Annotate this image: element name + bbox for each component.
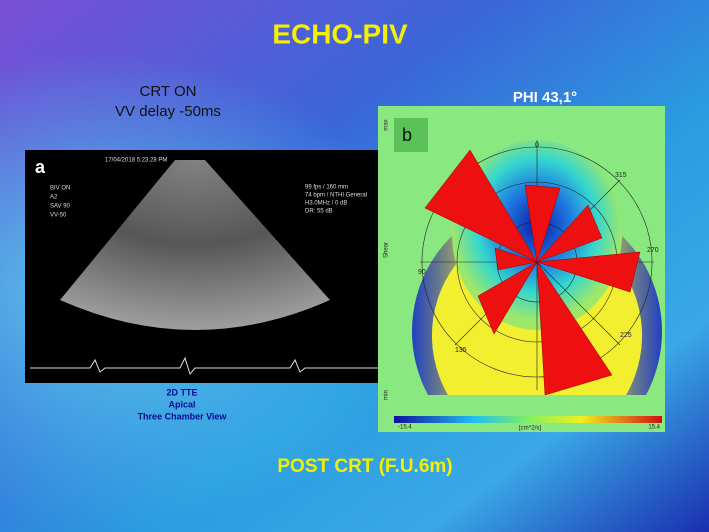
panel-label: b — [402, 125, 412, 145]
heading-line: CRT ON — [140, 83, 197, 100]
footer: POST CRT (F.U.6m) — [277, 456, 452, 477]
colorbar-label: -15.4 — [398, 425, 412, 431]
caption-line: Apical — [168, 399, 195, 409]
echo-text: 74 bpm / NTHI General — [305, 193, 367, 199]
colorbar-unit: [cm^2/s] — [519, 426, 541, 432]
echo-text: VV-50 — [50, 213, 67, 219]
angle-label: 225 — [620, 332, 632, 339]
echo-text: H3.0MHz / 0 dB — [305, 201, 347, 207]
echo-text: 17/04/2018 5:23:28 PM — [105, 158, 167, 164]
caption-line: Three Chamber View — [138, 411, 228, 421]
angle-label: 315 — [615, 172, 627, 179]
side-label: max — [384, 119, 390, 130]
echo-text: A2 — [50, 195, 58, 201]
echo-text: SAV 90 — [50, 204, 71, 210]
heading: PHI 43,1° — [513, 89, 577, 106]
angle-label: 270 — [647, 247, 659, 254]
echo-text: DR: 55 dB — [305, 209, 333, 215]
angle-label: 0 — [535, 142, 539, 149]
angle-label: 135 — [455, 347, 467, 354]
colorbar-label: 15.4 — [648, 425, 660, 431]
panel-label: a — [35, 157, 46, 177]
caption-line: 2D TTE — [166, 387, 197, 397]
heading-line: VV delay -50ms — [115, 103, 221, 120]
angle-label: 90 — [418, 269, 426, 276]
title: ECHO-PIV — [272, 18, 408, 49]
side-label: Shear — [384, 242, 390, 258]
echo-text: BIV ON — [50, 186, 70, 192]
side-label: min — [384, 390, 390, 400]
echo-image: a 17/04/2018 5:23:28 PM BIV ON A2 SAV 90… — [25, 150, 385, 383]
echo-text: 99 fps / 160 mm — [305, 185, 348, 191]
piv-image: b 0 315 270 225 135 90 max Shear min -15… — [378, 106, 665, 432]
